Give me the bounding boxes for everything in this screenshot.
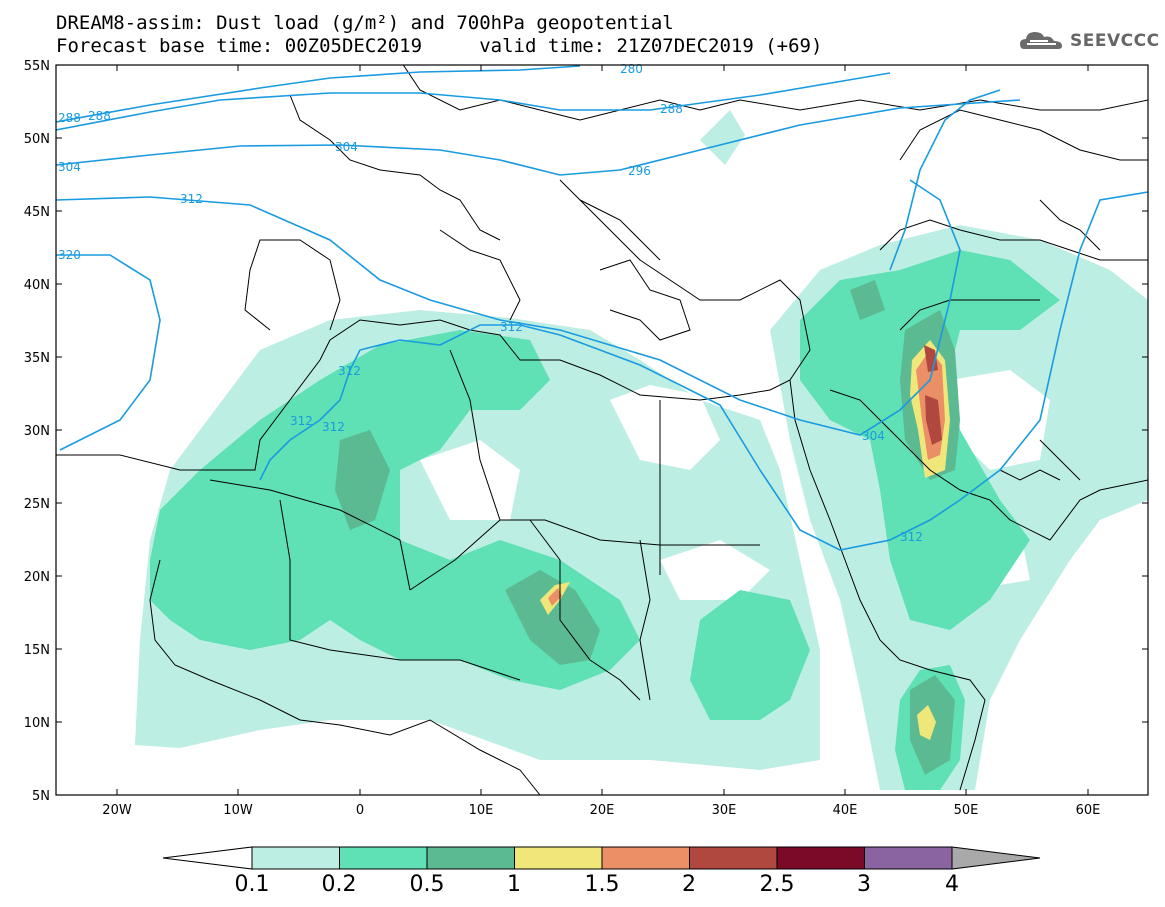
lon-label: 60E <box>1076 803 1101 818</box>
logo-text: SEEVCCC <box>1070 31 1160 51</box>
geopotential-contours <box>56 65 1148 551</box>
logo: SEEVCCC <box>1018 27 1160 57</box>
contour-label: 312 <box>338 364 361 378</box>
lon-label: 50E <box>954 803 979 818</box>
colorbar <box>162 846 1041 870</box>
lat-label: 40N <box>24 278 50 293</box>
contour-label: 304 <box>862 429 885 443</box>
contour-labels: 288 288 280 288 304 296 312 304 320 312 … <box>58 62 923 544</box>
contour-label: 296 <box>628 164 651 178</box>
lon-label: 20E <box>590 803 615 818</box>
lon-label: 10W <box>223 803 253 818</box>
colorbar-label: 1.5 <box>584 872 620 897</box>
lat-axis: 55N 50N 45N 40N 35N 30N 25N 20N 15N 10N … <box>24 59 1148 804</box>
contour-label: 288 <box>58 111 81 125</box>
colorbar-label: 3 <box>857 872 871 897</box>
lon-axis: 20W 10W 0 10E 20E 30E 40E 50E 60E <box>102 65 1100 818</box>
colorbar-label: 2 <box>682 872 696 897</box>
lat-label: 55N <box>24 59 50 74</box>
lon-label: 40E <box>833 803 858 818</box>
lat-label: 25N <box>24 497 50 512</box>
contour-label: 312 <box>900 530 923 544</box>
title-line-2: Forecast base time: 00Z05DEC2019 valid t… <box>56 35 823 57</box>
lat-label: 15N <box>24 643 50 658</box>
lat-label: 35N <box>24 351 50 366</box>
lon-label: 10E <box>469 803 494 818</box>
contour-label: 320 <box>58 248 81 262</box>
lat-label: 10N <box>24 716 50 731</box>
contour-label: 312 <box>290 414 313 428</box>
colorbar-cell <box>776 846 865 870</box>
lon-label: 20W <box>102 803 132 818</box>
title-line-1: DREAM8-assim: Dust load (g/m²) and 700hP… <box>56 12 674 34</box>
colorbar-label: 2.5 <box>759 872 795 897</box>
cloud-logo-icon <box>1020 32 1062 49</box>
contour-label: 312 <box>500 320 523 334</box>
lat-label: 20N <box>24 570 50 585</box>
colorbar-over-arrow <box>951 846 1041 870</box>
colorbar-cell <box>514 846 603 870</box>
contour-label: 288 <box>88 109 111 123</box>
colorbar-label: 4 <box>945 872 959 897</box>
lat-label: 45N <box>24 205 50 220</box>
dust-band-medium-sudan <box>690 590 810 720</box>
colorbar-label: 0.5 <box>409 872 445 897</box>
contour-label: 304 <box>58 160 81 174</box>
colorbar-label: 0.1 <box>234 872 270 897</box>
lat-label: 30N <box>24 424 50 439</box>
colorbar-cell <box>864 846 953 870</box>
contour-label: 280 <box>620 62 643 76</box>
lat-label: 50N <box>24 132 50 147</box>
contour-label: 312 <box>322 420 345 434</box>
contour-label: 312 <box>180 192 203 206</box>
lat-label: 5N <box>32 789 50 804</box>
contour-label: 304 <box>335 140 358 154</box>
colorbar-cell <box>251 846 340 870</box>
dust-field <box>135 110 1148 790</box>
colorbar-cell <box>601 846 690 870</box>
contour-label: 288 <box>660 102 683 116</box>
coastlines <box>56 65 1148 795</box>
lon-label: 30E <box>712 803 737 818</box>
colorbar-under-arrow <box>162 846 253 870</box>
colorbar-cell <box>689 846 778 870</box>
colorbar-label: 0.2 <box>321 872 357 897</box>
lon-label: 0 <box>356 803 364 818</box>
colorbar-cell <box>426 846 515 870</box>
dust-band-light-north <box>700 110 745 165</box>
colorbar-label: 1 <box>507 872 521 897</box>
colorbar-cell <box>339 846 428 870</box>
